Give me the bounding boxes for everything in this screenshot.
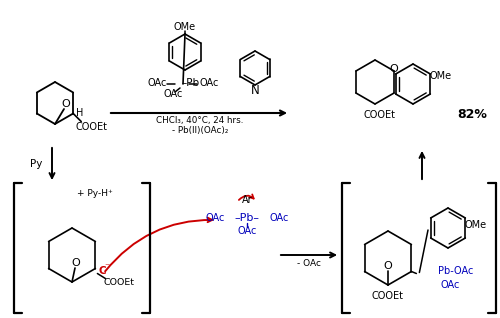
Text: - OAc: - OAc <box>297 259 321 267</box>
Text: 82%: 82% <box>457 108 487 121</box>
Text: ⁻: ⁻ <box>105 262 110 273</box>
Text: OAc: OAc <box>238 226 256 236</box>
Text: Pb-OAc: Pb-OAc <box>438 266 474 276</box>
Text: O: O <box>384 261 392 271</box>
Text: OMe: OMe <box>430 71 452 81</box>
Text: OAc: OAc <box>148 78 167 88</box>
Text: COOEt: COOEt <box>364 110 396 120</box>
Text: COOEt: COOEt <box>75 121 107 132</box>
Text: –Pb: –Pb <box>181 78 199 88</box>
Text: OMe: OMe <box>174 22 196 32</box>
Text: OAc: OAc <box>440 280 460 289</box>
FancyArrowPatch shape <box>239 194 254 200</box>
Text: –Pb–: –Pb– <box>234 213 260 223</box>
FancyArrowPatch shape <box>105 218 212 271</box>
Text: OAc: OAc <box>164 89 182 99</box>
Text: Ar: Ar <box>242 195 252 205</box>
Text: + Py-H⁺: + Py-H⁺ <box>77 189 113 197</box>
Text: OAc: OAc <box>206 213 225 223</box>
Text: N: N <box>250 84 260 96</box>
Text: H: H <box>76 107 84 117</box>
Text: O: O <box>62 99 70 109</box>
Text: COOEt: COOEt <box>104 278 135 287</box>
Text: CHCl₃, 40°C, 24 hrs.: CHCl₃, 40°C, 24 hrs. <box>156 116 244 126</box>
Text: O: O <box>390 64 398 74</box>
Text: OAc: OAc <box>269 213 288 223</box>
Text: COOEt: COOEt <box>372 291 404 301</box>
Text: Py: Py <box>30 159 42 169</box>
Text: O: O <box>72 258 80 268</box>
Text: C: C <box>98 266 106 276</box>
Text: OAc: OAc <box>199 78 218 88</box>
Text: OMe: OMe <box>465 220 487 230</box>
Text: - Pb(II)(OAc)₂: - Pb(II)(OAc)₂ <box>172 126 228 135</box>
